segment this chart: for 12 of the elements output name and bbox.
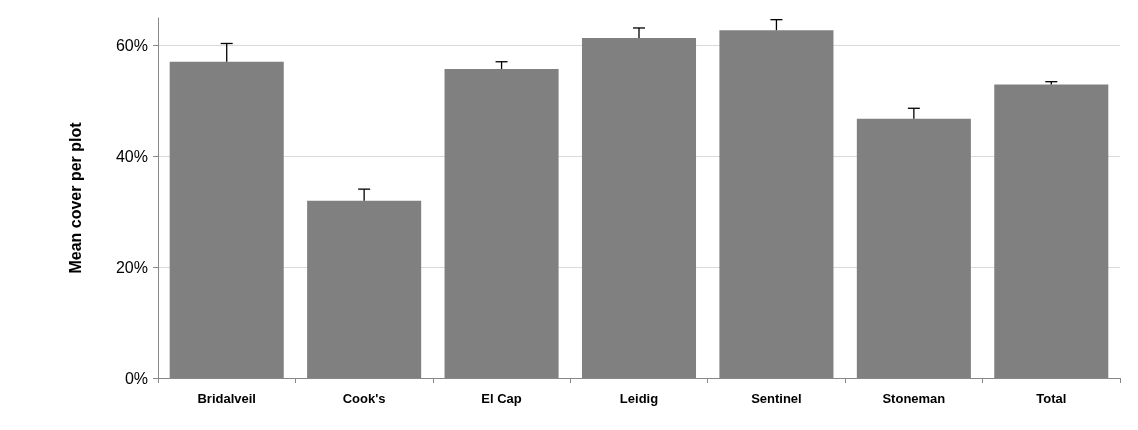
x-tick-label: Cook's [342, 391, 386, 406]
x-tick-label: Leidig [619, 391, 659, 406]
x-tick-label: Stoneman [882, 391, 946, 406]
x-tick-label: El Cap [481, 391, 522, 406]
y-axis-title: Mean cover per plot [66, 121, 84, 274]
y-tick-label: 60% [115, 37, 148, 55]
x-tick-label: Bridalveil [197, 391, 256, 406]
y-tick-label: 20% [115, 258, 148, 276]
x-tick-label: Total [1036, 391, 1067, 406]
x-tick-label: Sentinel [751, 391, 802, 406]
y-tick-label: 40% [115, 147, 148, 165]
y-tick-label: 0% [124, 369, 148, 387]
